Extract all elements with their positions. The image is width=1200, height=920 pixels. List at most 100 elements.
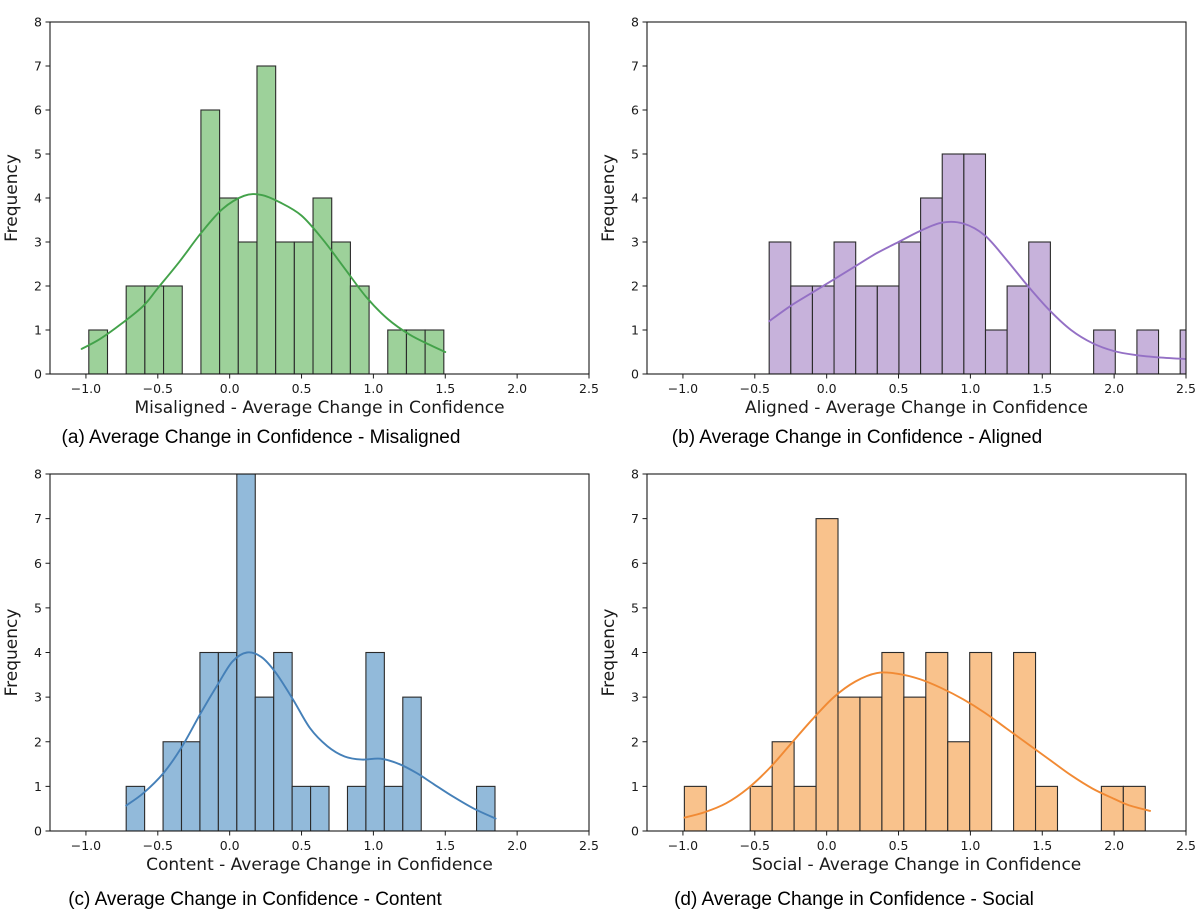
y-tick-label: 6 xyxy=(34,103,42,118)
histogram-bar xyxy=(811,285,835,374)
y-tick-label: 8 xyxy=(631,15,639,30)
histogram-bar xyxy=(365,651,385,831)
plot-area-d xyxy=(683,518,1152,831)
histogram-bar xyxy=(925,651,949,831)
histogram-bar xyxy=(1093,329,1116,374)
x-tick-label: 1.0 xyxy=(363,381,383,396)
y-tick-label: 5 xyxy=(34,600,42,615)
x-tick-label: −0.5 xyxy=(143,381,173,396)
x-tick-label: 1.5 xyxy=(1032,381,1052,396)
histogram-bar xyxy=(837,696,861,831)
x-tick-label: 2.0 xyxy=(507,381,527,396)
histogram-bar xyxy=(1006,285,1030,374)
x-tick-label: −0.5 xyxy=(740,838,770,853)
y-tick-label: 4 xyxy=(631,645,639,660)
y-tick-label: 5 xyxy=(34,147,42,162)
x-tick-label: 0.5 xyxy=(889,381,909,396)
histogram-bar xyxy=(125,785,146,831)
histogram-bar xyxy=(833,241,857,374)
plot-area-a xyxy=(80,65,447,374)
y-axis-label: Frequency xyxy=(599,154,619,242)
x-tick-label: 0.0 xyxy=(817,381,837,396)
y-tick-label: 6 xyxy=(631,103,639,118)
x-tick-label: 1.0 xyxy=(960,838,980,853)
y-tick-label: 3 xyxy=(34,235,42,250)
x-tick-label: −1.0 xyxy=(71,838,101,853)
panel-caption: (a) Average Change in Confidence - Misal… xyxy=(62,427,461,448)
histogram-bar xyxy=(312,197,333,374)
y-tick-label: 1 xyxy=(631,323,639,338)
histogram-bar xyxy=(162,741,183,831)
histogram-bar xyxy=(855,285,878,374)
histogram-bar xyxy=(771,741,795,831)
histogram-bar xyxy=(859,696,883,831)
x-tick-label: 2.0 xyxy=(507,838,527,853)
histogram-bar xyxy=(1028,241,1051,374)
histogram-panel-b: −1.0 −0.5 0.0 0.5 1.0 1.5 2.0 2.5 0 1 2 3 4 5 6 7 8 Align… xyxy=(599,15,1196,449)
histogram-bar xyxy=(881,651,905,831)
y-tick-label: 4 xyxy=(34,191,42,206)
y-axis-label: Frequency xyxy=(2,154,22,242)
y-tick-label: 0 xyxy=(34,367,42,382)
histogram-bar xyxy=(331,241,351,374)
histogram-bar xyxy=(424,329,445,374)
x-tick-label: 2.0 xyxy=(1104,838,1124,853)
y-tick-label: 6 xyxy=(34,556,42,571)
x-tick-label: 0.5 xyxy=(292,838,312,853)
x-tick-label: 0.0 xyxy=(220,838,240,853)
histogram-bar xyxy=(163,285,183,374)
y-tick-label: 5 xyxy=(631,147,639,162)
y-tick-label: 8 xyxy=(631,467,639,482)
histogram-bar xyxy=(903,696,927,831)
y-tick-label: 2 xyxy=(631,734,639,749)
y-tick-label: 7 xyxy=(34,59,42,74)
y-axis-label: Frequency xyxy=(2,609,22,697)
histogram-bar xyxy=(984,329,1008,374)
histogram-bar xyxy=(387,329,408,374)
x-tick-label: −1.0 xyxy=(668,838,698,853)
histogram-bar xyxy=(349,285,370,374)
panel-caption: (c) Average Change in Confidence - Conte… xyxy=(68,889,442,910)
histogram-bar xyxy=(898,241,922,374)
histogram-bar xyxy=(476,785,496,831)
histogram-bar xyxy=(793,785,817,831)
y-tick-label: 3 xyxy=(631,235,639,250)
y-tick-label: 0 xyxy=(631,824,639,839)
y-tick-label: 7 xyxy=(631,59,639,74)
y-tick-label: 8 xyxy=(34,15,42,30)
x-tick-label: 2.5 xyxy=(1176,838,1196,853)
x-tick-label: −0.5 xyxy=(143,838,173,853)
y-tick-label: 8 xyxy=(34,467,42,482)
x-tick-label: −1.0 xyxy=(71,381,101,396)
y-tick-label: 1 xyxy=(631,779,639,794)
histogram-bar xyxy=(199,651,219,831)
x-axis-label: Social - Average Change in Confidence xyxy=(752,855,1082,875)
histogram-bar xyxy=(275,241,295,374)
histogram-bar xyxy=(180,741,201,831)
panel-caption: (b) Average Change in Confidence - Align… xyxy=(672,427,1042,448)
y-tick-label: 3 xyxy=(34,690,42,705)
y-tick-label: 2 xyxy=(631,279,639,294)
y-tick-label: 1 xyxy=(34,779,42,794)
x-tick-label: 1.5 xyxy=(1032,838,1052,853)
y-tick-label: 4 xyxy=(34,645,42,660)
histogram-bar xyxy=(383,785,404,831)
histogram-bar xyxy=(200,109,221,374)
histogram-bar xyxy=(346,785,367,831)
histogram-bar xyxy=(405,329,426,374)
histogram-bar xyxy=(941,153,965,374)
y-tick-label: 0 xyxy=(34,824,42,839)
x-tick-label: 2.5 xyxy=(579,838,599,853)
y-tick-label: 7 xyxy=(631,511,639,526)
x-tick-label: 1.0 xyxy=(363,838,383,853)
histogram-bar xyxy=(1034,785,1059,831)
x-tick-label: 1.0 xyxy=(960,381,980,396)
histogram-bar xyxy=(402,696,422,831)
histogram-panel-c: −1.0 −0.5 0.0 0.5 1.0 1.5 2.0 2.5 0 1 2 3 4 5 6 7 8 Conte… xyxy=(2,467,599,911)
y-tick-label: 4 xyxy=(631,191,639,206)
histogram-bar xyxy=(1100,785,1124,831)
histogram-bar xyxy=(125,285,146,374)
histogram-bar xyxy=(88,329,109,374)
